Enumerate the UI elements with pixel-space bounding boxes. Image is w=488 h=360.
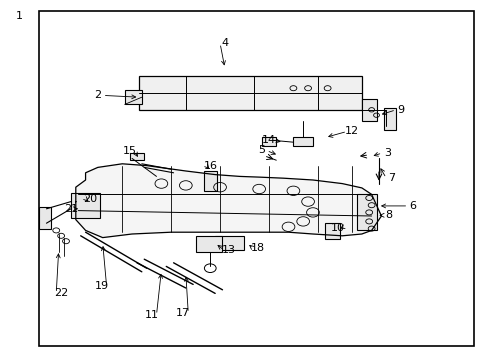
- FancyBboxPatch shape: [261, 137, 276, 146]
- FancyBboxPatch shape: [39, 207, 51, 229]
- Text: 7: 7: [387, 173, 394, 183]
- Text: 18: 18: [251, 243, 264, 253]
- Text: 3: 3: [383, 148, 390, 158]
- Text: 12: 12: [345, 126, 358, 136]
- Text: 11: 11: [144, 310, 158, 320]
- Text: 8: 8: [385, 210, 391, 220]
- FancyBboxPatch shape: [383, 108, 395, 130]
- FancyBboxPatch shape: [356, 194, 376, 230]
- Text: 22: 22: [54, 288, 68, 298]
- FancyBboxPatch shape: [124, 90, 142, 104]
- Text: 20: 20: [83, 194, 97, 204]
- FancyBboxPatch shape: [195, 236, 222, 252]
- FancyBboxPatch shape: [215, 236, 244, 250]
- FancyBboxPatch shape: [204, 171, 216, 191]
- FancyBboxPatch shape: [129, 153, 144, 160]
- FancyBboxPatch shape: [361, 99, 376, 121]
- Text: 14: 14: [262, 135, 275, 145]
- FancyBboxPatch shape: [293, 137, 312, 146]
- Text: 4: 4: [221, 38, 228, 48]
- Text: 17: 17: [176, 308, 190, 318]
- Text: 15: 15: [122, 146, 136, 156]
- Text: 9: 9: [397, 105, 404, 115]
- FancyBboxPatch shape: [325, 223, 339, 239]
- Text: 13: 13: [222, 245, 235, 255]
- Polygon shape: [76, 164, 381, 238]
- Text: 6: 6: [409, 201, 416, 211]
- Text: 19: 19: [95, 281, 108, 291]
- FancyBboxPatch shape: [71, 193, 100, 218]
- FancyBboxPatch shape: [139, 76, 361, 110]
- Text: 21: 21: [64, 204, 78, 214]
- Text: 10: 10: [330, 222, 344, 233]
- Text: 5: 5: [258, 145, 264, 156]
- Text: 16: 16: [204, 161, 218, 171]
- Text: 2: 2: [94, 90, 101, 100]
- Text: 1: 1: [16, 11, 23, 21]
